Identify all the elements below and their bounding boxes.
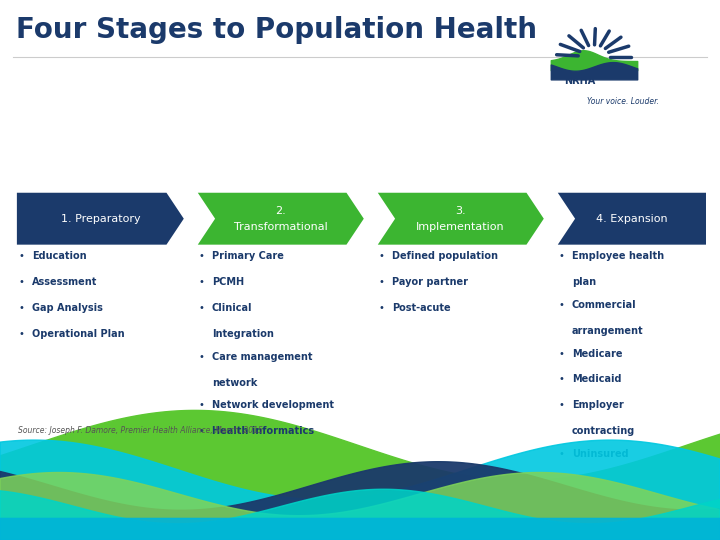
- Text: •: •: [19, 303, 24, 313]
- Text: •: •: [559, 348, 564, 359]
- Text: Payor partner: Payor partner: [392, 277, 468, 287]
- Text: Clinical: Clinical: [212, 303, 252, 313]
- Text: Education: Education: [32, 251, 86, 261]
- Text: Source: Joseph F. Damore, Premier Health Alliance, March, 2015: Source: Joseph F. Damore, Premier Health…: [18, 426, 263, 435]
- Text: •: •: [199, 277, 204, 287]
- Text: Transformational: Transformational: [233, 222, 328, 232]
- Text: Your voice. Louder.: Your voice. Louder.: [587, 97, 659, 106]
- Text: Employer: Employer: [572, 400, 624, 410]
- Polygon shape: [16, 192, 185, 246]
- Text: •: •: [379, 277, 384, 287]
- Polygon shape: [196, 192, 365, 246]
- Text: Gap Analysis: Gap Analysis: [32, 303, 102, 313]
- Text: •: •: [559, 300, 564, 310]
- Text: 2.: 2.: [275, 206, 286, 215]
- Text: •: •: [559, 400, 564, 410]
- Text: arrangement: arrangement: [572, 326, 643, 336]
- Text: •: •: [199, 303, 204, 313]
- Text: •: •: [199, 400, 204, 410]
- Text: Health informatics: Health informatics: [212, 426, 314, 436]
- Text: •: •: [559, 374, 564, 384]
- Text: Medicare: Medicare: [572, 348, 622, 359]
- Text: •: •: [199, 251, 204, 261]
- Text: Implementation: Implementation: [416, 222, 505, 232]
- Text: Four Stages to Population Health: Four Stages to Population Health: [16, 16, 537, 44]
- Text: •: •: [199, 426, 204, 436]
- Text: Commercial: Commercial: [572, 300, 636, 310]
- Text: Post-acute: Post-acute: [392, 303, 450, 313]
- Text: Primary Care: Primary Care: [212, 251, 284, 261]
- Text: NRHA: NRHA: [564, 76, 595, 86]
- Text: Operational Plan: Operational Plan: [32, 329, 125, 339]
- Text: 3.: 3.: [455, 206, 466, 215]
- Text: Integration: Integration: [212, 329, 274, 339]
- Text: •: •: [559, 251, 564, 261]
- Text: Medicaid: Medicaid: [572, 374, 621, 384]
- Text: •: •: [379, 251, 384, 261]
- Text: plan: plan: [572, 277, 596, 287]
- Text: contracting: contracting: [572, 426, 635, 436]
- Text: Defined population: Defined population: [392, 251, 498, 261]
- Text: •: •: [19, 251, 24, 261]
- Text: Network development: Network development: [212, 400, 333, 410]
- Text: Assessment: Assessment: [32, 277, 97, 287]
- Text: Employee health: Employee health: [572, 251, 664, 261]
- Text: •: •: [19, 329, 24, 339]
- Polygon shape: [556, 192, 707, 246]
- Polygon shape: [376, 192, 545, 246]
- Text: •: •: [199, 352, 204, 362]
- Text: •: •: [19, 277, 24, 287]
- Text: •: •: [379, 303, 384, 313]
- Text: Uninsured: Uninsured: [572, 449, 629, 459]
- Text: 1. Preparatory: 1. Preparatory: [60, 214, 140, 224]
- Text: network: network: [212, 377, 257, 388]
- Text: PCMH: PCMH: [212, 277, 244, 287]
- Text: •: •: [559, 449, 564, 459]
- Text: Care management: Care management: [212, 352, 312, 362]
- Text: 4. Expansion: 4. Expansion: [595, 214, 667, 224]
